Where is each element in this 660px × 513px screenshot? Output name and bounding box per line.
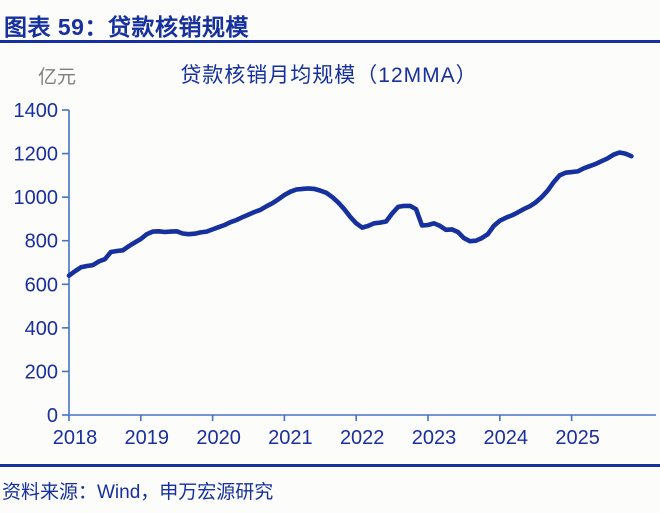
y-tick-label: 1200 (14, 144, 59, 166)
footer-rule (0, 464, 660, 467)
series-line-12mma (66, 150, 634, 278)
y-tick-label: 200 (25, 361, 58, 383)
x-tick-label: 2021 (268, 427, 313, 449)
x-tick-label: 2020 (196, 427, 241, 449)
x-tick-label: 2018 (53, 427, 98, 449)
y-tick-label: 400 (25, 318, 58, 340)
y-tick-label: 1400 (14, 100, 59, 122)
x-tick-label: 2025 (555, 427, 600, 449)
y-tick-label: 1000 (14, 187, 59, 209)
line-chart: 0 200 400 600 800 1000 1200 1400 2018 2019 2020 202… (14, 100, 656, 449)
y-axis-unit-label: 亿元 (38, 67, 77, 88)
x-tick-label: 2022 (340, 427, 385, 449)
x-tick-label: 2019 (125, 427, 170, 449)
chart-title: 贷款核销月均规模（12MMA） (180, 64, 478, 87)
figure-header: 图表 59：贷款核销规模 (4, 14, 249, 40)
x-tick-label: 2024 (484, 427, 529, 449)
header-rule (0, 40, 660, 43)
source-note: 资料来源：Wind，申万宏源研究 (2, 482, 274, 503)
y-tick-label: 600 (25, 274, 58, 296)
x-tick-label: 2023 (412, 427, 457, 449)
y-tick-label: 0 (47, 405, 58, 427)
y-tick-label: 800 (25, 231, 58, 253)
